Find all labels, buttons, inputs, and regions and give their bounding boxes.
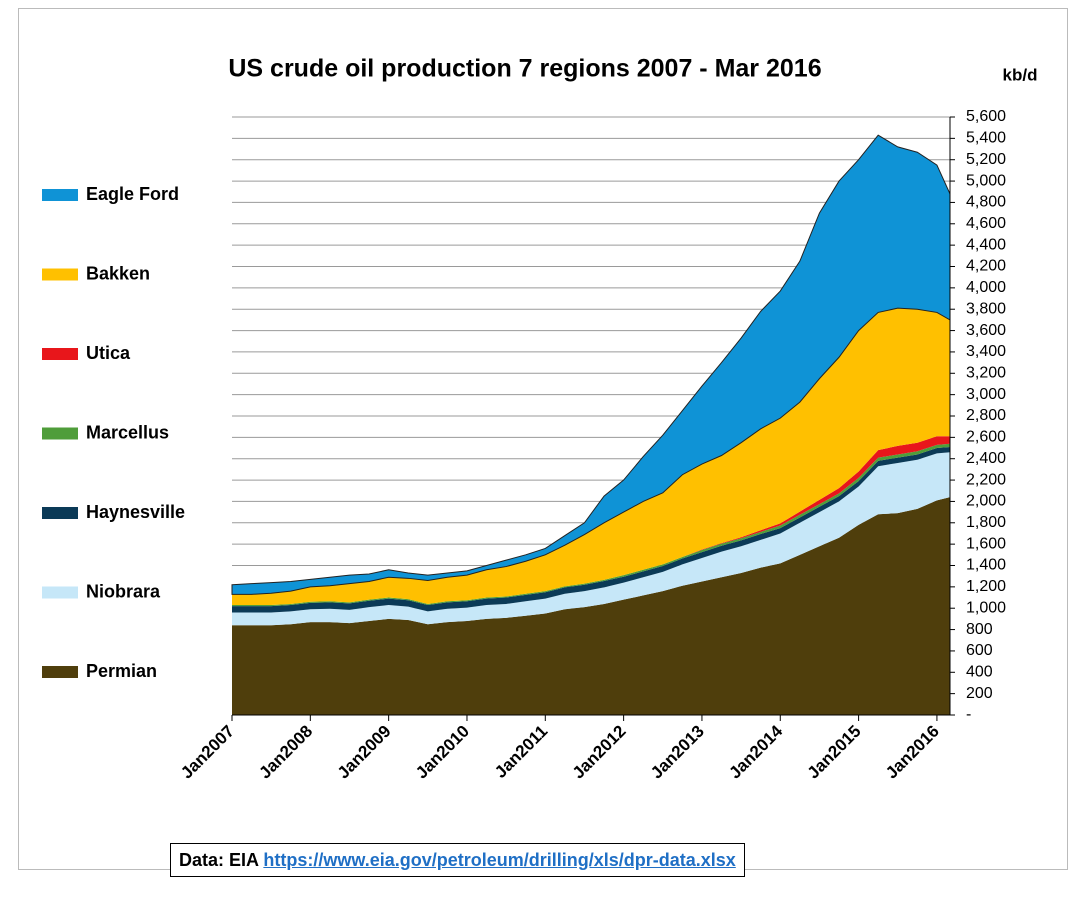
- y-tick-label: 4,200: [966, 258, 1006, 275]
- x-tick-label: Jan2011: [491, 722, 551, 782]
- legend-swatch: [42, 666, 78, 678]
- x-tick-label: Jan2007: [177, 722, 238, 783]
- legend-label: Eagle Ford: [86, 184, 179, 204]
- y-tick-label: 600: [966, 642, 993, 659]
- y-tick-label: 5,200: [966, 151, 1006, 168]
- y-tick-label: 4,800: [966, 194, 1006, 211]
- y-tick-label: 2,600: [966, 429, 1006, 446]
- y-tick-label: 1,600: [966, 535, 1006, 552]
- y-tick-label: 1,000: [966, 599, 1006, 616]
- y-tick-label: 3,600: [966, 322, 1006, 339]
- y-tick-label: 5,000: [966, 172, 1006, 189]
- area: [232, 443, 950, 607]
- legend-label: Utica: [86, 343, 131, 363]
- legend-label: Marcellus: [86, 422, 169, 442]
- y-axis-label: kb/d: [1003, 65, 1038, 84]
- y-tick-label: 5,400: [966, 130, 1006, 147]
- legend-swatch: [42, 427, 78, 440]
- y-tick-label: 400: [966, 664, 993, 681]
- x-tick-label: Jan2012: [569, 722, 630, 783]
- y-tick-label: 1,400: [966, 557, 1006, 574]
- x-tick-label: Jan2008: [255, 722, 316, 783]
- y-tick-label: 3,800: [966, 300, 1006, 317]
- chart: US crude oil production 7 regions 2007 -…: [42, 55, 1038, 783]
- source-link[interactable]: https://www.eia.gov/petroleum/drilling/x…: [263, 850, 736, 870]
- source-box: Data: EIA https://www.eia.gov/petroleum/…: [170, 843, 745, 877]
- x-tick-label: Jan2016: [882, 722, 943, 783]
- y-tick-label: 3,400: [966, 343, 1006, 360]
- area: [232, 308, 950, 606]
- x-tick-label: Jan2015: [804, 722, 865, 783]
- y-tick-label: 2,200: [966, 471, 1006, 488]
- y-tick-label: -: [966, 706, 971, 723]
- y-tick-label: 4,400: [966, 236, 1006, 253]
- x-tick-label: Jan2014: [725, 721, 786, 782]
- x-tick-label: Jan2009: [334, 722, 395, 783]
- area: [232, 452, 950, 626]
- legend-swatch: [42, 507, 78, 519]
- legend-label: Haynesville: [86, 502, 185, 522]
- area: [232, 446, 950, 613]
- y-tick-label: 2,800: [966, 407, 1006, 424]
- y-tick-label: 1,800: [966, 514, 1006, 531]
- legend-swatch: [42, 189, 78, 201]
- chart-title: US crude oil production 7 regions 2007 -…: [228, 55, 821, 83]
- y-tick-label: 3,200: [966, 365, 1006, 382]
- area: [232, 436, 950, 606]
- y-tick-label: 2,400: [966, 450, 1006, 467]
- y-tick-label: 800: [966, 621, 993, 638]
- y-tick-label: 4,000: [966, 279, 1006, 296]
- y-tick-label: 4,600: [966, 215, 1006, 232]
- legend-swatch: [42, 268, 78, 281]
- y-tick-label: 3,000: [966, 386, 1006, 403]
- y-tick-label: 200: [966, 685, 993, 702]
- area: [232, 497, 950, 715]
- legend-label: Permian: [86, 661, 157, 681]
- legend-swatch: [42, 348, 78, 360]
- y-tick-label: 2,000: [966, 493, 1006, 510]
- legend-label: Niobrara: [86, 581, 161, 601]
- x-tick-label: Jan2013: [647, 722, 708, 783]
- y-tick-label: 1,200: [966, 578, 1006, 595]
- source-label: Data: EIA: [179, 850, 259, 870]
- y-tick-label: 5,600: [966, 108, 1006, 125]
- legend-label: Bakken: [86, 263, 150, 283]
- x-tick-label: Jan2010: [412, 722, 473, 783]
- legend-swatch: [42, 586, 78, 599]
